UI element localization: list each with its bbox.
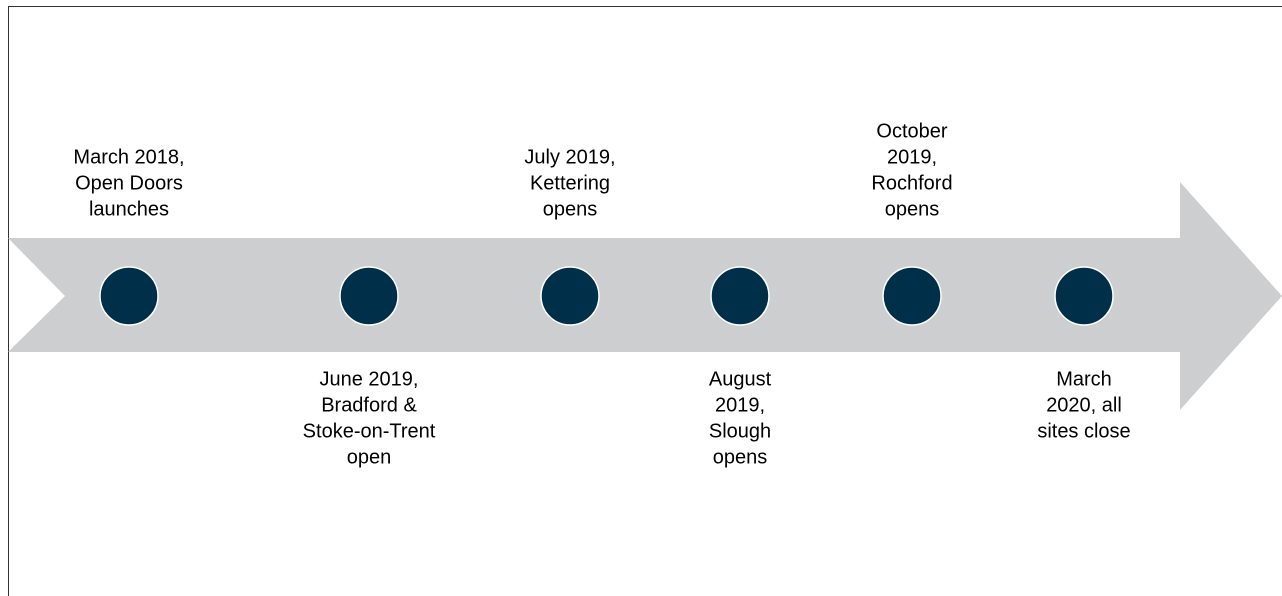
event-label: launches <box>89 198 169 220</box>
event-label: opens <box>885 198 940 220</box>
milestone-dot <box>710 266 770 326</box>
event-label: opens <box>543 198 598 220</box>
event-label: sites close <box>1037 420 1130 442</box>
event-label: August <box>709 368 772 390</box>
frame <box>8 6 1282 596</box>
milestone-dot <box>882 266 942 326</box>
milestone-dot <box>339 266 399 326</box>
event-label: open <box>347 446 392 468</box>
event-label: 2019, <box>887 146 937 168</box>
event-label: Bradford & <box>321 394 417 416</box>
event-label: March <box>1056 368 1112 390</box>
event-label: June 2019, <box>320 368 419 390</box>
milestone-dot <box>540 266 600 326</box>
event-label: March 2018, <box>73 146 184 168</box>
event-label: opens <box>713 446 768 468</box>
event-label: Stoke-on-Trent <box>303 420 436 442</box>
event-label: 2020, all <box>1046 394 1122 416</box>
milestone-dot <box>99 266 159 326</box>
event-label: 2019, <box>715 394 765 416</box>
event-label: Slough <box>709 420 771 442</box>
timeline-arrow <box>8 182 1282 410</box>
event-label: Open Doors <box>75 172 183 194</box>
event-label: October <box>876 120 947 142</box>
event-label: July 2019, <box>524 146 615 168</box>
event-label: Rochford <box>871 172 952 194</box>
event-label: Kettering <box>530 172 610 194</box>
milestone-dot <box>1054 266 1114 326</box>
